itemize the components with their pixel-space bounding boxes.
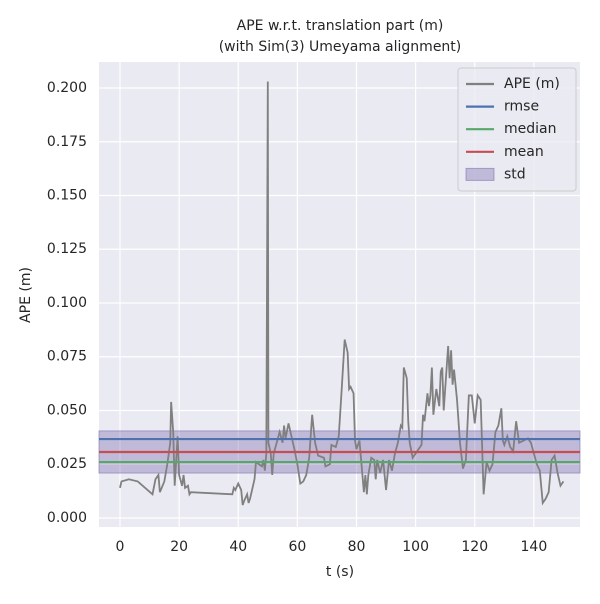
legend-label: rmse (504, 99, 539, 115)
x-axis-label: t (s) (326, 564, 354, 580)
chart-title: APE w.r.t. translation part (m) (237, 18, 444, 34)
ape-line (119, 81, 565, 506)
x-tick-label: 80 (348, 539, 366, 555)
legend-label: mean (504, 144, 544, 160)
x-tick-label: 100 (402, 539, 429, 555)
legend-label: median (504, 121, 556, 137)
x-tick-label: 40 (229, 539, 247, 555)
x-tick-label: 140 (521, 539, 548, 555)
y-tick-label: 0.000 (47, 510, 87, 526)
legend-swatch (465, 167, 495, 181)
y-tick-label: 0.050 (47, 402, 87, 418)
x-tick-label: 120 (461, 539, 488, 555)
y-tick-label: 0.125 (47, 241, 87, 257)
y-axis-label: APE (m) (18, 267, 34, 323)
y-tick-label: 0.150 (47, 188, 87, 204)
y-tick-label: 0.175 (47, 134, 87, 150)
legend-label: std (504, 166, 526, 182)
x-tick-label: 60 (288, 539, 306, 555)
y-tick-label: 0.200 (47, 80, 87, 96)
x-tick-label: 20 (170, 539, 188, 555)
legend-box (457, 67, 577, 192)
y-tick-label: 0.100 (47, 295, 87, 311)
x-tick-label: 0 (116, 539, 125, 555)
legend-label: APE (m) (504, 76, 560, 92)
chart-subtitle: (with Sim(3) Umeyama alignment) (219, 39, 462, 55)
y-tick-label: 0.075 (47, 349, 87, 365)
y-tick-label: 0.025 (47, 456, 87, 472)
